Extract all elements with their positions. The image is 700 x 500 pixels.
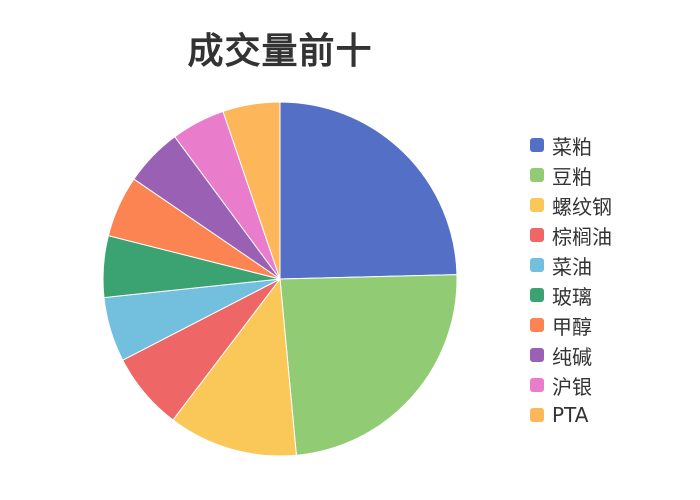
legend-label: 玻璃 [552, 284, 592, 309]
legend-item[interactable]: 甲醇 [530, 310, 612, 340]
legend-item[interactable]: 螺纹钢 [530, 190, 612, 220]
pie-slice-1[interactable] [279, 101, 458, 280]
legend-item[interactable]: 玻璃 [530, 280, 612, 310]
pie-slice-10[interactable] [222, 101, 281, 280]
legend-swatch [530, 378, 544, 392]
legend-item[interactable]: 菜油 [530, 250, 612, 280]
legend-item[interactable]: 豆粕 [530, 160, 612, 190]
legend-item[interactable]: 纯碱 [530, 340, 612, 370]
legend-label: 沪银 [552, 374, 592, 399]
legend-swatch [530, 348, 544, 362]
chart-title: 成交量前十 [187, 31, 373, 72]
pie-slice-2[interactable] [279, 274, 458, 456]
legend-swatch [530, 258, 544, 272]
pie-slice-3[interactable] [172, 277, 297, 457]
legend-swatch [530, 318, 544, 332]
legend-item[interactable]: 棕榈油 [530, 220, 612, 250]
legend-swatch [530, 228, 544, 242]
legend-item[interactable]: 沪银 [530, 370, 612, 400]
legend-label: 棕榈油 [552, 224, 612, 249]
legend-label: 菜粕 [552, 134, 592, 159]
legend-item[interactable]: PTA [530, 400, 612, 430]
legend-swatch [530, 288, 544, 302]
legend-label: PTA [552, 403, 589, 427]
legend-label: 螺纹钢 [552, 194, 612, 219]
legend-label: 甲醇 [552, 314, 592, 339]
legend-label: 豆粕 [552, 164, 592, 189]
legend-swatch [530, 198, 544, 212]
legend-swatch [530, 168, 544, 182]
legend-swatch [530, 138, 544, 152]
legend-label: 菜油 [552, 254, 592, 279]
legend: 菜粕豆粕螺纹钢棕榈油菜油玻璃甲醇纯碱沪银 PTA [530, 130, 612, 430]
legend-label: 纯碱 [552, 344, 592, 369]
legend-swatch [530, 408, 544, 422]
legend-item[interactable]: 菜粕 [530, 130, 612, 160]
